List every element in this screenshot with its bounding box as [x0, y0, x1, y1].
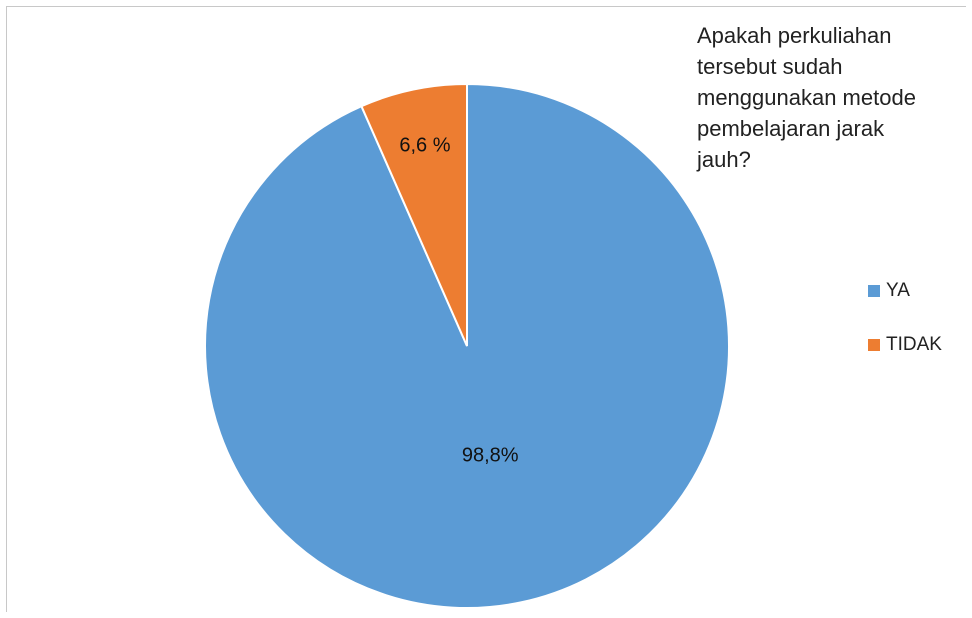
legend: YA TIDAK: [868, 274, 942, 382]
chart-title: Apakah perkuliahan tersebut sudah menggu…: [697, 20, 957, 175]
chart-title-line: tersebut sudah: [697, 54, 843, 79]
pie-slice-tidak: [360, 82, 468, 347]
legend-item-ya: YA: [868, 274, 942, 308]
legend-swatch-tidak: [868, 339, 880, 351]
legend-label-tidak: TIDAK: [886, 334, 942, 355]
legend-label-ya: YA: [886, 280, 910, 301]
data-label-ya: 98,8%: [462, 445, 519, 467]
chart-title-line: menggunakan metode: [697, 85, 916, 110]
pie-slices: [204, 82, 730, 609]
chart-title-line: jauh?: [697, 147, 751, 172]
pie-data-labels: 98,8% 6,6 %: [399, 134, 518, 466]
chart-title-line: pembelajaran jarak: [697, 116, 885, 141]
chart-frame: [6, 6, 966, 612]
data-label-tidak: 6,6 %: [399, 134, 450, 156]
chart-title-line: Apakah perkuliahan: [697, 23, 892, 48]
legend-item-tidak: TIDAK: [868, 328, 942, 362]
legend-swatch-ya: [868, 285, 880, 297]
